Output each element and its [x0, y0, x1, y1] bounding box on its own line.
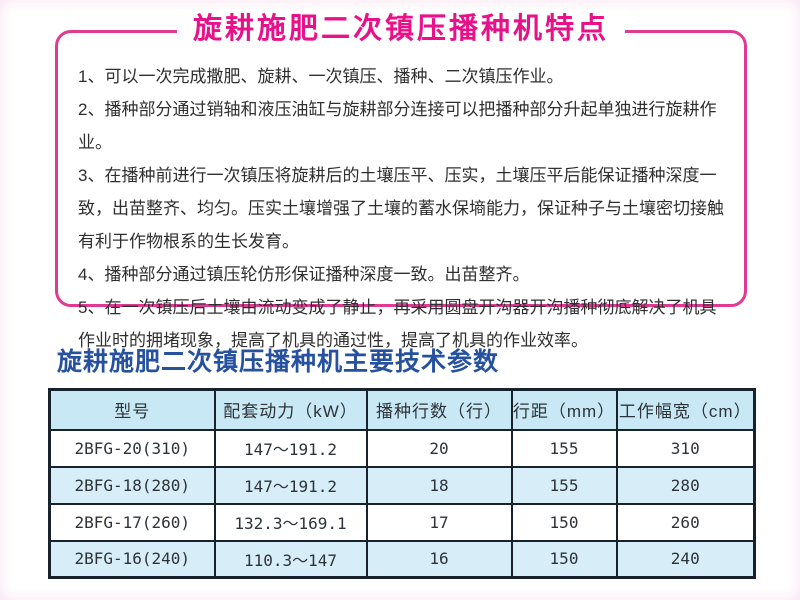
cell-power: 147～191.2: [213, 428, 368, 468]
cell-power: 147～191.2: [213, 465, 368, 505]
header-power: 配套动力（kW）: [213, 388, 368, 431]
cell-model: 2BFG-17(260): [48, 502, 216, 542]
feature-item-5: 5、在一次镇压后土壤由流动变成了静止，再采用圆盘开沟器开沟播种彻底解决了机具作业…: [78, 298, 717, 350]
cell-row-space: 150: [510, 502, 618, 542]
feature-list: 1、可以一次完成撒肥、旋耕、一次镇压、播种、二次镇压作业。 2、播种部分通过销轴…: [58, 33, 744, 357]
header-row-space: 行距（mm）: [510, 388, 618, 431]
feature-item-2: 2、播种部分通过销轴和液压油缸与旋耕部分连接可以把播种部分升起单独进行旋耕作业。: [78, 100, 717, 152]
feature-item-1: 1、可以一次完成撒肥、旋耕、一次镇压、播种、二次镇压作业。: [78, 67, 564, 86]
feature-item-3: 3、在播种前进行一次镇压将旋耕后的土壤压平、压实，土壤压平后能保证播种深度一致，…: [78, 166, 724, 251]
cell-row-space: 155: [510, 465, 618, 505]
cell-power: 132.3～169.1: [213, 502, 368, 542]
table-row: 2BFG-20(310) 147～191.2 20 155 310: [48, 428, 756, 468]
page-title: 旋耕施肥二次镇压播种机特点: [176, 9, 626, 49]
header-seed-rows: 播种行数（行）: [365, 388, 513, 431]
cell-row-space: 150: [510, 539, 618, 579]
cell-seed-rows: 20: [365, 428, 513, 468]
cell-power: 110.3～147: [213, 539, 368, 579]
feature-item-4: 4、播种部分通过镇压轮仿形保证播种深度一致。出苗整齐。: [78, 265, 530, 284]
cell-model: 2BFG-20(310): [48, 428, 216, 468]
cell-row-space: 155: [510, 428, 618, 468]
cell-model: 2BFG-16(240): [48, 539, 216, 579]
spec-table: 型号 配套动力（kW） 播种行数（行） 行距（mm） 工作幅宽（cm） 2BFG…: [48, 388, 756, 579]
table-row: 2BFG-16(240) 110.3～147 16 150 240: [48, 539, 756, 579]
cell-work-width: 310: [615, 428, 756, 468]
cell-work-width: 240: [615, 539, 756, 579]
section-subtitle: 旋耕施肥二次镇压播种机主要技术参数: [57, 349, 500, 376]
cell-work-width: 260: [615, 502, 756, 542]
table-row: 2BFG-17(260) 132.3～169.1 17 150 260: [48, 502, 756, 542]
cell-seed-rows: 18: [365, 465, 513, 505]
header-model: 型号: [48, 388, 216, 431]
cell-seed-rows: 17: [365, 502, 513, 542]
table-row: 2BFG-18(280) 147～191.2 18 155 280: [48, 465, 756, 505]
cell-model: 2BFG-18(280): [48, 465, 216, 505]
cell-work-width: 280: [615, 465, 756, 505]
cell-seed-rows: 16: [365, 539, 513, 579]
feature-box: 旋耕施肥二次镇压播种机特点 1、可以一次完成撒肥、旋耕、一次镇压、播种、二次镇压…: [55, 9, 747, 350]
header-work-width: 工作幅宽（cm）: [615, 388, 756, 431]
spec-table-header-row: 型号 配套动力（kW） 播种行数（行） 行距（mm） 工作幅宽（cm）: [48, 388, 756, 431]
